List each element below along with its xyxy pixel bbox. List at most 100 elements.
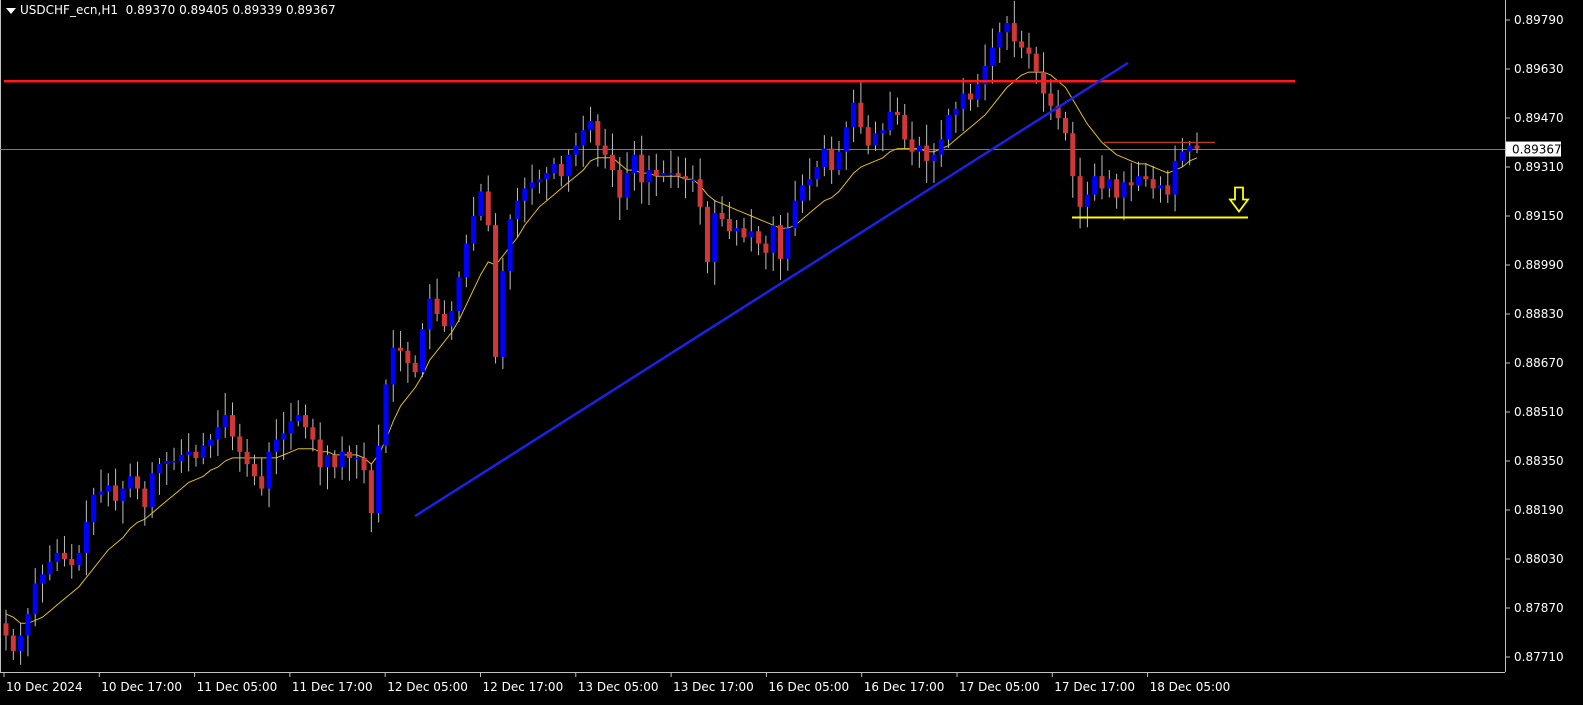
candle-bull [1187, 145, 1193, 152]
x-tick-label: 18 Dec 05:00 [1150, 680, 1231, 694]
moving-average-layer [5, 71, 1198, 624]
candle-bear [485, 191, 491, 226]
candle-bull [551, 163, 557, 174]
candle-bull [938, 139, 944, 155]
candle-bull [836, 151, 842, 171]
candle-bull [1172, 160, 1178, 195]
candle-bear [237, 436, 243, 452]
candle-bear [230, 415, 236, 437]
y-tick-label: 0.89150 [1514, 209, 1564, 223]
candle-bear [1070, 133, 1076, 177]
annotations-layer [4, 61, 1295, 518]
candle-bull [1084, 194, 1090, 207]
candle-bull [383, 384, 389, 446]
candle-bull [295, 415, 301, 422]
symbol-label: USDCHF_ecn,H1 [20, 3, 119, 17]
candle-bear [332, 454, 338, 468]
candle-bull [712, 212, 718, 262]
price-axis: 0.89790 0.89630 0.89470 0.89310 0.89150 0.889… [1505, 13, 1564, 664]
candle-bear [1077, 176, 1083, 207]
candle-bear [683, 176, 689, 180]
candle-bear [1062, 118, 1068, 134]
candle-bear [1055, 105, 1061, 118]
candle-bull [120, 488, 126, 501]
candle-bull [734, 228, 740, 232]
candle-bull [91, 494, 97, 523]
candle-bull [288, 421, 294, 434]
candle-bull [449, 310, 455, 327]
candle-bear [778, 225, 784, 259]
candle-bear [639, 154, 645, 183]
candles-layer [3, 0, 1200, 665]
candle-bear [493, 225, 499, 357]
candle-bear [741, 228, 747, 238]
y-tick-label: 0.87710 [1514, 650, 1564, 664]
candle-bull [1106, 179, 1112, 189]
x-tick-label: 10 Dec 2024 [6, 680, 83, 694]
x-tick-label: 12 Dec 17:00 [483, 680, 564, 694]
candle-bear [310, 427, 316, 440]
x-tick-label: 11 Dec 05:00 [197, 680, 278, 694]
candle-bull [471, 216, 477, 244]
candle-bull [273, 439, 279, 452]
candle-bear [829, 148, 835, 171]
moving-average-line [5, 71, 1198, 624]
candle-bull [1136, 176, 1142, 186]
candle-bull [851, 102, 857, 128]
candle-bear [1019, 41, 1025, 48]
candle-bull [580, 130, 586, 146]
candle-bear [894, 111, 900, 115]
candle-bear [244, 451, 250, 465]
candle-bull [127, 476, 133, 489]
candle-bear [1099, 176, 1105, 189]
candle-bull [880, 130, 886, 134]
candle-bear [1041, 72, 1047, 94]
candle-bull [376, 445, 382, 514]
candle-bull [989, 47, 995, 66]
x-tick-label: 16 Dec 17:00 [864, 680, 945, 694]
candle-bull [208, 439, 214, 446]
collapse-triangle-icon[interactable] [6, 7, 16, 14]
y-tick-label: 0.88830 [1514, 307, 1564, 321]
candle-bull [427, 298, 433, 330]
candle-bull [960, 93, 966, 109]
candle-bull [76, 552, 82, 566]
candle-bull [215, 427, 221, 440]
candle-bear [1026, 47, 1032, 54]
candle-bear [865, 127, 871, 146]
candle-bull [40, 574, 46, 584]
candle-bear [10, 635, 16, 651]
candle-bear [142, 488, 148, 507]
candle-bear [1128, 182, 1134, 186]
candle-bear [61, 552, 67, 559]
candle-bull [953, 108, 959, 115]
candle-bull [478, 191, 484, 216]
candle-bear [558, 163, 564, 177]
y-tick-label: 0.88350 [1514, 454, 1564, 468]
candle-bear [405, 350, 411, 363]
candle-bear [434, 298, 440, 314]
candle-bear [967, 93, 973, 100]
y-tick-label: 0.89310 [1514, 160, 1564, 174]
candle-bull [916, 145, 922, 152]
candle-bull [171, 461, 177, 463]
candle-bull [792, 200, 798, 229]
candle-bull [887, 111, 893, 131]
candle-bull [536, 179, 542, 183]
current-price-label: 0.89367 [1512, 143, 1562, 157]
candle-bull [354, 457, 360, 460]
candle-bear [317, 439, 323, 468]
candle-bear [193, 451, 199, 458]
candle-bear [1011, 23, 1017, 42]
candle-bear [135, 476, 141, 489]
candle-bull [1179, 151, 1185, 161]
candle-bear [1048, 93, 1054, 106]
candle-bear [704, 206, 710, 262]
y-tick-label: 0.88190 [1514, 503, 1564, 517]
candle-bull [25, 614, 31, 636]
candle-bull [32, 583, 38, 615]
candle-bull [799, 185, 805, 201]
candle-bear [697, 179, 703, 207]
candle-bull [931, 154, 937, 161]
